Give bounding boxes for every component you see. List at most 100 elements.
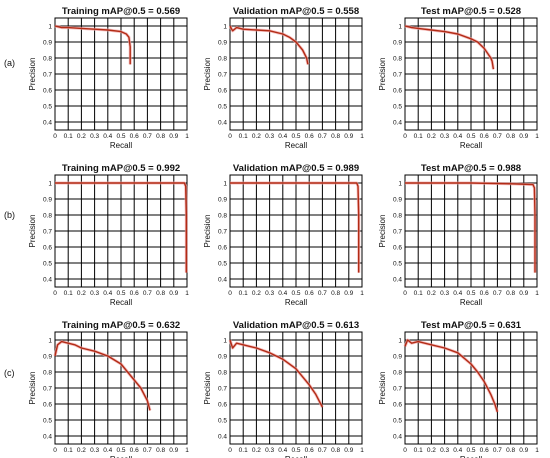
x-tick-label: 0.5 xyxy=(116,447,125,454)
x-tick-label: 0.1 xyxy=(239,290,248,297)
x-tick-label: 0 xyxy=(53,447,57,454)
y-tick-label: 0.5 xyxy=(218,103,227,110)
x-tick-label: 0.3 xyxy=(90,290,99,297)
x-tick-label: 0.7 xyxy=(143,133,152,140)
x-tick-label: 0.9 xyxy=(344,447,353,454)
x-tick-label: 0.5 xyxy=(291,133,300,140)
y-tick-label: 0.9 xyxy=(43,39,52,46)
x-tick-label: 0.4 xyxy=(453,133,462,140)
x-tick-label: 0.8 xyxy=(506,133,515,140)
x-tick-label: 0.1 xyxy=(64,447,73,454)
x-tick-label: 0.4 xyxy=(453,290,462,297)
y-tick-label: 1 xyxy=(398,337,402,344)
y-tick-label: 0.5 xyxy=(43,417,52,424)
x-tick-label: 0.9 xyxy=(344,133,353,140)
y-tick-label: 0.9 xyxy=(43,353,52,360)
x-tick-label: 0.8 xyxy=(331,290,340,297)
y-tick-label: 0.9 xyxy=(393,196,402,203)
chart-title: Training mAP@0.5 = 0.569 xyxy=(62,6,180,17)
y-axis-label: Precision xyxy=(378,215,387,248)
y-tick-label: 1 xyxy=(48,180,52,187)
y-tick-label: 0.9 xyxy=(393,353,402,360)
x-tick-label: 0.2 xyxy=(427,290,436,297)
y-tick-label: 0.8 xyxy=(43,369,52,376)
y-tick-label: 0.4 xyxy=(393,276,402,283)
x-tick-label: 0.8 xyxy=(156,133,165,140)
y-tick-label: 0.8 xyxy=(393,369,402,376)
x-tick-label: 0.1 xyxy=(64,133,73,140)
x-tick-label: 0.2 xyxy=(252,290,261,297)
y-tick-label: 0.6 xyxy=(43,87,52,94)
x-tick-label: 0.1 xyxy=(414,133,423,140)
x-tick-label: 0.3 xyxy=(440,290,449,297)
x-axis-label: Recall xyxy=(460,298,482,307)
chart-panel-6: Test mAP@0.5 = 0.988 0 0.1 0.2 0.3 0.4 0.5 0.6 0… xyxy=(378,163,539,307)
y-tick-label: 0.5 xyxy=(218,260,227,267)
x-tick-label: 0 xyxy=(53,290,57,297)
y-tick-label: 1 xyxy=(223,337,227,344)
y-tick-label: 1 xyxy=(48,337,52,344)
y-tick-label: 0.7 xyxy=(393,385,402,392)
y-tick-label: 0.6 xyxy=(218,87,227,94)
y-tick-label: 0.7 xyxy=(43,71,52,78)
x-tick-label: 0.3 xyxy=(265,447,274,454)
x-tick-label: 0.7 xyxy=(318,290,327,297)
y-tick-label: 0.8 xyxy=(218,369,227,376)
y-tick-label: 1 xyxy=(223,180,227,187)
chart-panel-8: Validation mAP@0.5 = 0.613 0 0.1 0.2 0.3 0.4 0… xyxy=(203,320,364,458)
y-tick-label: 0.6 xyxy=(43,244,52,251)
y-tick-label: 0.9 xyxy=(43,196,52,203)
y-axis-label: Precision xyxy=(28,372,37,405)
pr-curve xyxy=(54,340,151,411)
chart-title: Training mAP@0.5 = 0.632 xyxy=(62,320,180,331)
x-tick-label: 0 xyxy=(228,290,232,297)
y-tick-label: 0.4 xyxy=(43,433,52,440)
x-tick-label: 0 xyxy=(403,290,407,297)
y-axis-label: Precision xyxy=(203,58,212,91)
x-tick-label: 0.1 xyxy=(239,133,248,140)
x-tick-label: 0.9 xyxy=(344,290,353,297)
pr-curve xyxy=(404,25,495,70)
x-tick-label: 0.9 xyxy=(519,290,528,297)
x-tick-label: 1 xyxy=(535,290,539,297)
x-tick-label: 0.2 xyxy=(77,133,86,140)
x-tick-label: 0 xyxy=(53,133,57,140)
y-tick-label: 0.7 xyxy=(393,71,402,78)
chart-panel-4: Training mAP@0.5 = 0.992 0 0.1 0.2 0.3 0.4 0.5… xyxy=(28,163,189,307)
x-tick-label: 1 xyxy=(360,290,364,297)
y-tick-label: 0.6 xyxy=(43,401,52,408)
x-tick-label: 0.6 xyxy=(480,290,489,297)
pr-curve xyxy=(229,25,309,65)
x-tick-label: 0.3 xyxy=(440,133,449,140)
x-tick-label: 0.5 xyxy=(466,290,475,297)
y-tick-label: 0.4 xyxy=(218,119,227,126)
x-tick-label: 0.2 xyxy=(252,133,261,140)
x-tick-label: 0.5 xyxy=(116,133,125,140)
y-tick-label: 0.8 xyxy=(43,55,52,62)
x-tick-label: 0.6 xyxy=(480,447,489,454)
y-tick-label: 0.4 xyxy=(218,433,227,440)
x-tick-label: 0.2 xyxy=(427,447,436,454)
y-axis-label: Precision xyxy=(203,372,212,405)
chart-panel-1: Training mAP@0.5 = 0.569 0 0.1 0.2 0.3 0.4 0.5… xyxy=(28,6,189,150)
x-tick-label: 0.8 xyxy=(331,447,340,454)
y-tick-label: 0.6 xyxy=(218,244,227,251)
x-tick-label: 0.7 xyxy=(318,133,327,140)
x-tick-label: 1 xyxy=(535,447,539,454)
row-label-a: (a) xyxy=(4,58,15,68)
y-tick-label: 0.7 xyxy=(43,228,52,235)
x-tick-label: 0.7 xyxy=(143,447,152,454)
x-tick-label: 0.1 xyxy=(414,290,423,297)
chart-panel-2: Validation mAP@0.5 = 0.558 0 0.1 0.2 0.3 0.4 0… xyxy=(203,6,364,150)
x-tick-label: 0.4 xyxy=(278,290,287,297)
y-tick-label: 0.4 xyxy=(43,276,52,283)
pr-curve xyxy=(404,339,499,413)
x-tick-label: 0.9 xyxy=(169,290,178,297)
x-tick-label: 0.6 xyxy=(130,290,139,297)
y-tick-label: 0.5 xyxy=(393,260,402,267)
y-tick-label: 1 xyxy=(48,23,52,30)
y-tick-label: 1 xyxy=(398,23,402,30)
x-tick-label: 0.8 xyxy=(156,447,165,454)
chart-panel-3: Test mAP@0.5 = 0.528 0 0.1 0.2 0.3 0.4 0.5 0.6 0… xyxy=(378,6,539,150)
